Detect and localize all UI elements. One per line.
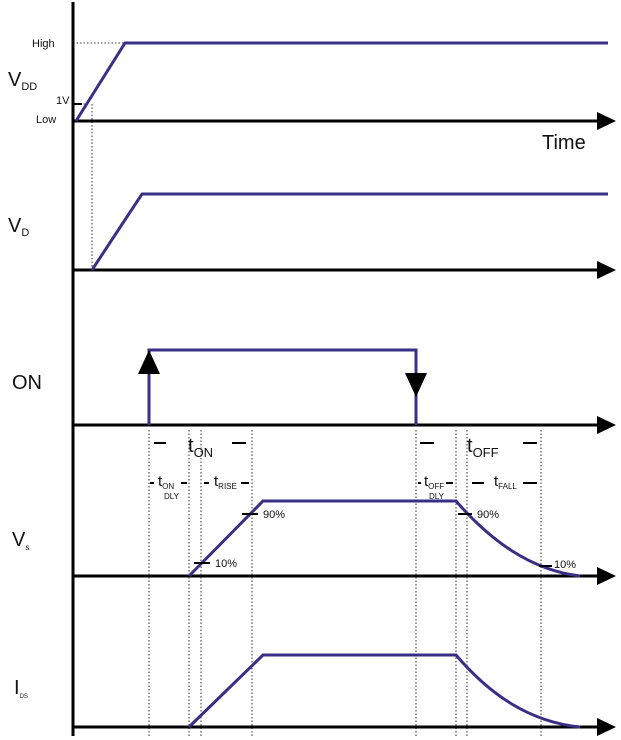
on-label: ON — [12, 372, 42, 394]
vdd-label: VDD — [8, 69, 37, 93]
ids-axis-arrowhead — [597, 718, 616, 736]
ton-dly-label: tON — [158, 473, 174, 491]
on-row: ON — [12, 348, 616, 434]
rise-90-label: 90% — [263, 509, 285, 521]
vd-label: VD — [8, 215, 29, 239]
on-fall-arrow-icon — [405, 373, 427, 397]
vd-waveform — [90, 192, 608, 271]
on-rise-arrow-icon — [138, 350, 160, 374]
trise-label: tRISE — [214, 473, 237, 491]
vdd-axis-arrowhead — [597, 112, 616, 130]
vs-waveform — [187, 499, 581, 578]
toff-label: tOFF — [467, 435, 499, 460]
tfall-label: tFALL — [494, 473, 517, 491]
ids-row: IDS — [14, 653, 616, 736]
rise-10-label: 10% — [215, 558, 237, 570]
vdd-row: VDD High 1V Low Time — [8, 38, 616, 154]
time-axis-label: Time — [542, 132, 586, 154]
vd-row: VD — [8, 192, 616, 279]
on-pulse-waveform — [147, 348, 418, 425]
timing-annotations: tON tOFF tON DLY tRISE tOFF DLY tFALL — [150, 435, 537, 501]
ids-label: IDS — [14, 677, 28, 700]
guide-lines — [73, 42, 542, 736]
ton-dly-sub2-label: DLY — [164, 492, 180, 501]
vs-axis-arrowhead — [597, 567, 616, 585]
toff-dly-sub2-label: DLY — [429, 492, 445, 501]
vd-axis-arrowhead — [597, 261, 616, 279]
vs-row: Vs 90% 10% 90% 10% — [12, 499, 616, 585]
on-axis-arrowhead — [597, 416, 616, 434]
fall-90-label: 90% — [477, 509, 499, 521]
ton-label: tON — [188, 435, 213, 460]
low-label: Low — [36, 114, 56, 126]
fall-10-label: 10% — [554, 559, 576, 571]
high-label: High — [32, 38, 55, 50]
ids-waveform — [187, 653, 581, 729]
vs-label: Vs — [12, 529, 29, 552]
one-volt-label: 1V — [56, 95, 70, 107]
vdd-waveform — [74, 41, 608, 122]
toff-dly-label: tOFF — [424, 473, 444, 491]
